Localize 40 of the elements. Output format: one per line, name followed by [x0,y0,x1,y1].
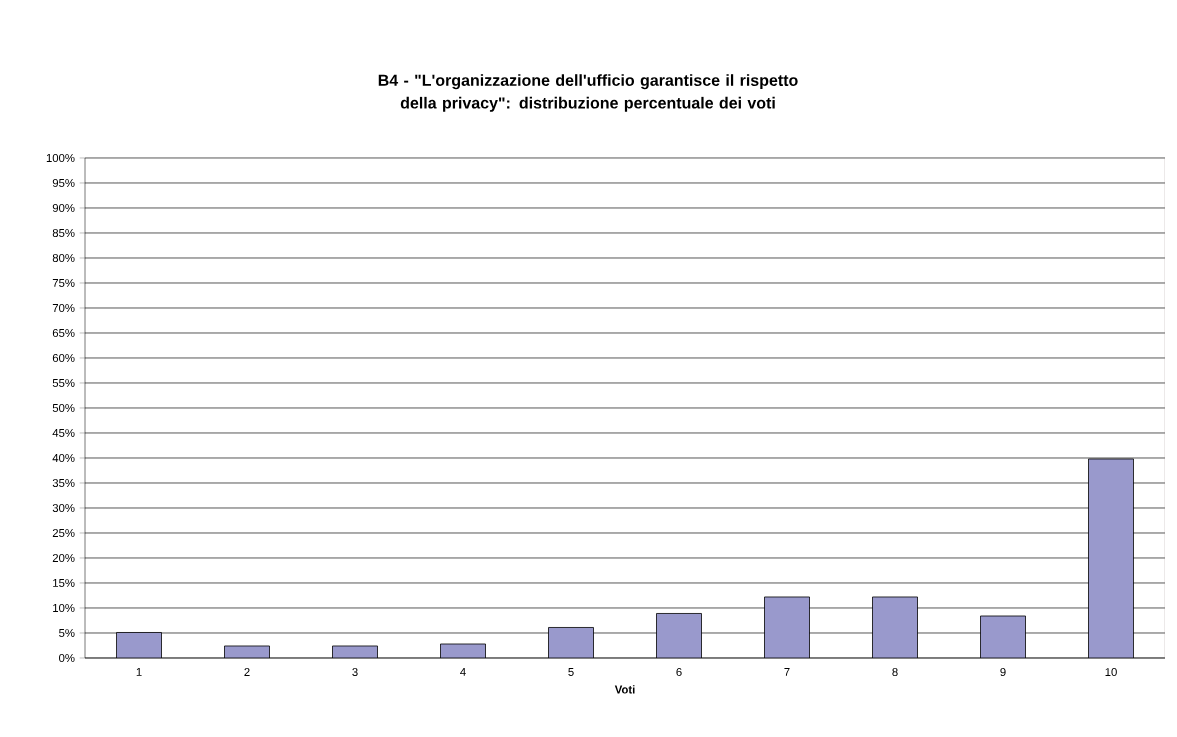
y-tick-label: 60% [52,353,75,362]
x-tick-label: 4 [460,668,466,676]
y-tick-label: 50% [52,403,75,412]
y-tick-label: 95% [52,178,75,187]
y-tick-label: 85% [52,228,75,237]
y-tick-label: 45% [52,429,75,437]
bar [548,627,594,658]
y-tick-label: 0% [59,653,75,662]
y-tick-label: 100% [46,153,75,162]
x-tick-label: 7 [784,668,790,676]
y-tick-label: 55% [52,379,75,387]
x-tick-label: 10 [1105,668,1117,677]
y-tick-label: 80% [52,253,75,262]
x-tick-label: 1 [136,668,142,676]
y-tick-label: 30% [52,503,75,512]
y-tick-label: 65% [52,328,75,337]
y-tick-label: 70% [52,303,75,312]
y-tick-label: 5% [59,629,75,637]
x-tick-label: 2 [244,668,250,676]
bar [872,596,918,658]
y-tick-label: 75% [52,279,75,287]
x-axis-title: Voti [614,685,635,694]
bar [980,615,1026,658]
chart-title: B4 - "L'organizzazione dell'ufficio garantisce il rispetto della privacy": distribuzione percentuale dei voti [378,74,798,112]
bar [764,596,810,658]
bar [1088,458,1134,658]
bar [116,632,162,658]
y-tick-label: 40% [52,453,75,462]
y-tick-label: 15% [53,579,75,587]
x-tick-label: 9 [1000,668,1006,677]
y-tick-label: 25% [52,528,75,537]
y-tick-label: 10% [53,603,75,612]
y-tick-label: 20% [52,553,75,562]
y-tick-label: 90% [52,203,75,212]
x-tick-label: 3 [352,668,358,677]
y-tick-label: 35% [52,478,75,487]
bar [656,613,702,658]
x-tick-label: 8 [892,668,898,677]
x-tick-label: 5 [568,668,574,676]
x-tick-label: 6 [676,668,682,677]
